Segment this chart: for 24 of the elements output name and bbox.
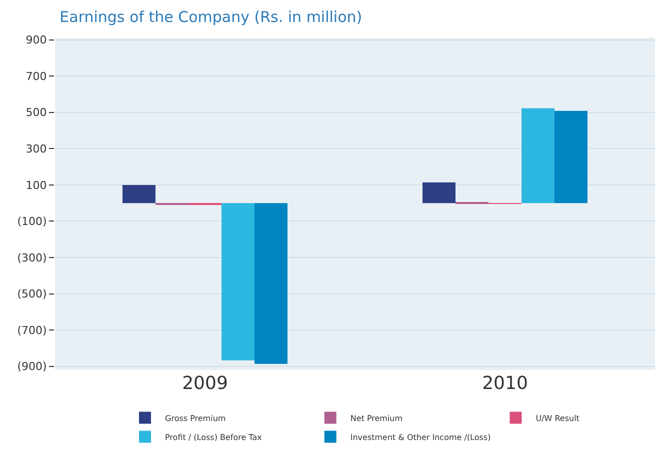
bar xyxy=(254,203,288,364)
x-tick-label: 2009 xyxy=(182,373,228,394)
y-tick-label: (100) xyxy=(17,215,47,228)
legend-label: Gross Premium xyxy=(165,414,226,423)
bar xyxy=(554,110,588,204)
y-tick-label: 900 xyxy=(26,34,47,47)
y-tick-label: (900) xyxy=(17,360,47,374)
legend-label: U/W Result xyxy=(536,414,580,423)
legend-label: Profit / (Loss) Before Tax xyxy=(165,432,262,442)
y-tick-label: 100 xyxy=(26,178,47,192)
bar xyxy=(122,184,156,204)
y-tick-label: 500 xyxy=(26,106,47,120)
y-tick-label: (300) xyxy=(17,251,47,264)
y-tick-label: (700) xyxy=(17,324,47,337)
bar xyxy=(422,182,456,204)
bar xyxy=(522,108,554,204)
x-tick-label: 2010 xyxy=(482,373,528,394)
y-tick-label: 300 xyxy=(26,142,47,156)
legend-label: Net Premium xyxy=(350,414,403,423)
y-tick-label: (500) xyxy=(17,288,47,301)
chart-title: Earnings of the Company (Rs. in million) xyxy=(60,8,362,26)
legend-label: Investment & Other Income /(Loss) xyxy=(350,432,491,442)
y-tick-label: 700 xyxy=(26,70,47,83)
bar xyxy=(222,203,254,360)
